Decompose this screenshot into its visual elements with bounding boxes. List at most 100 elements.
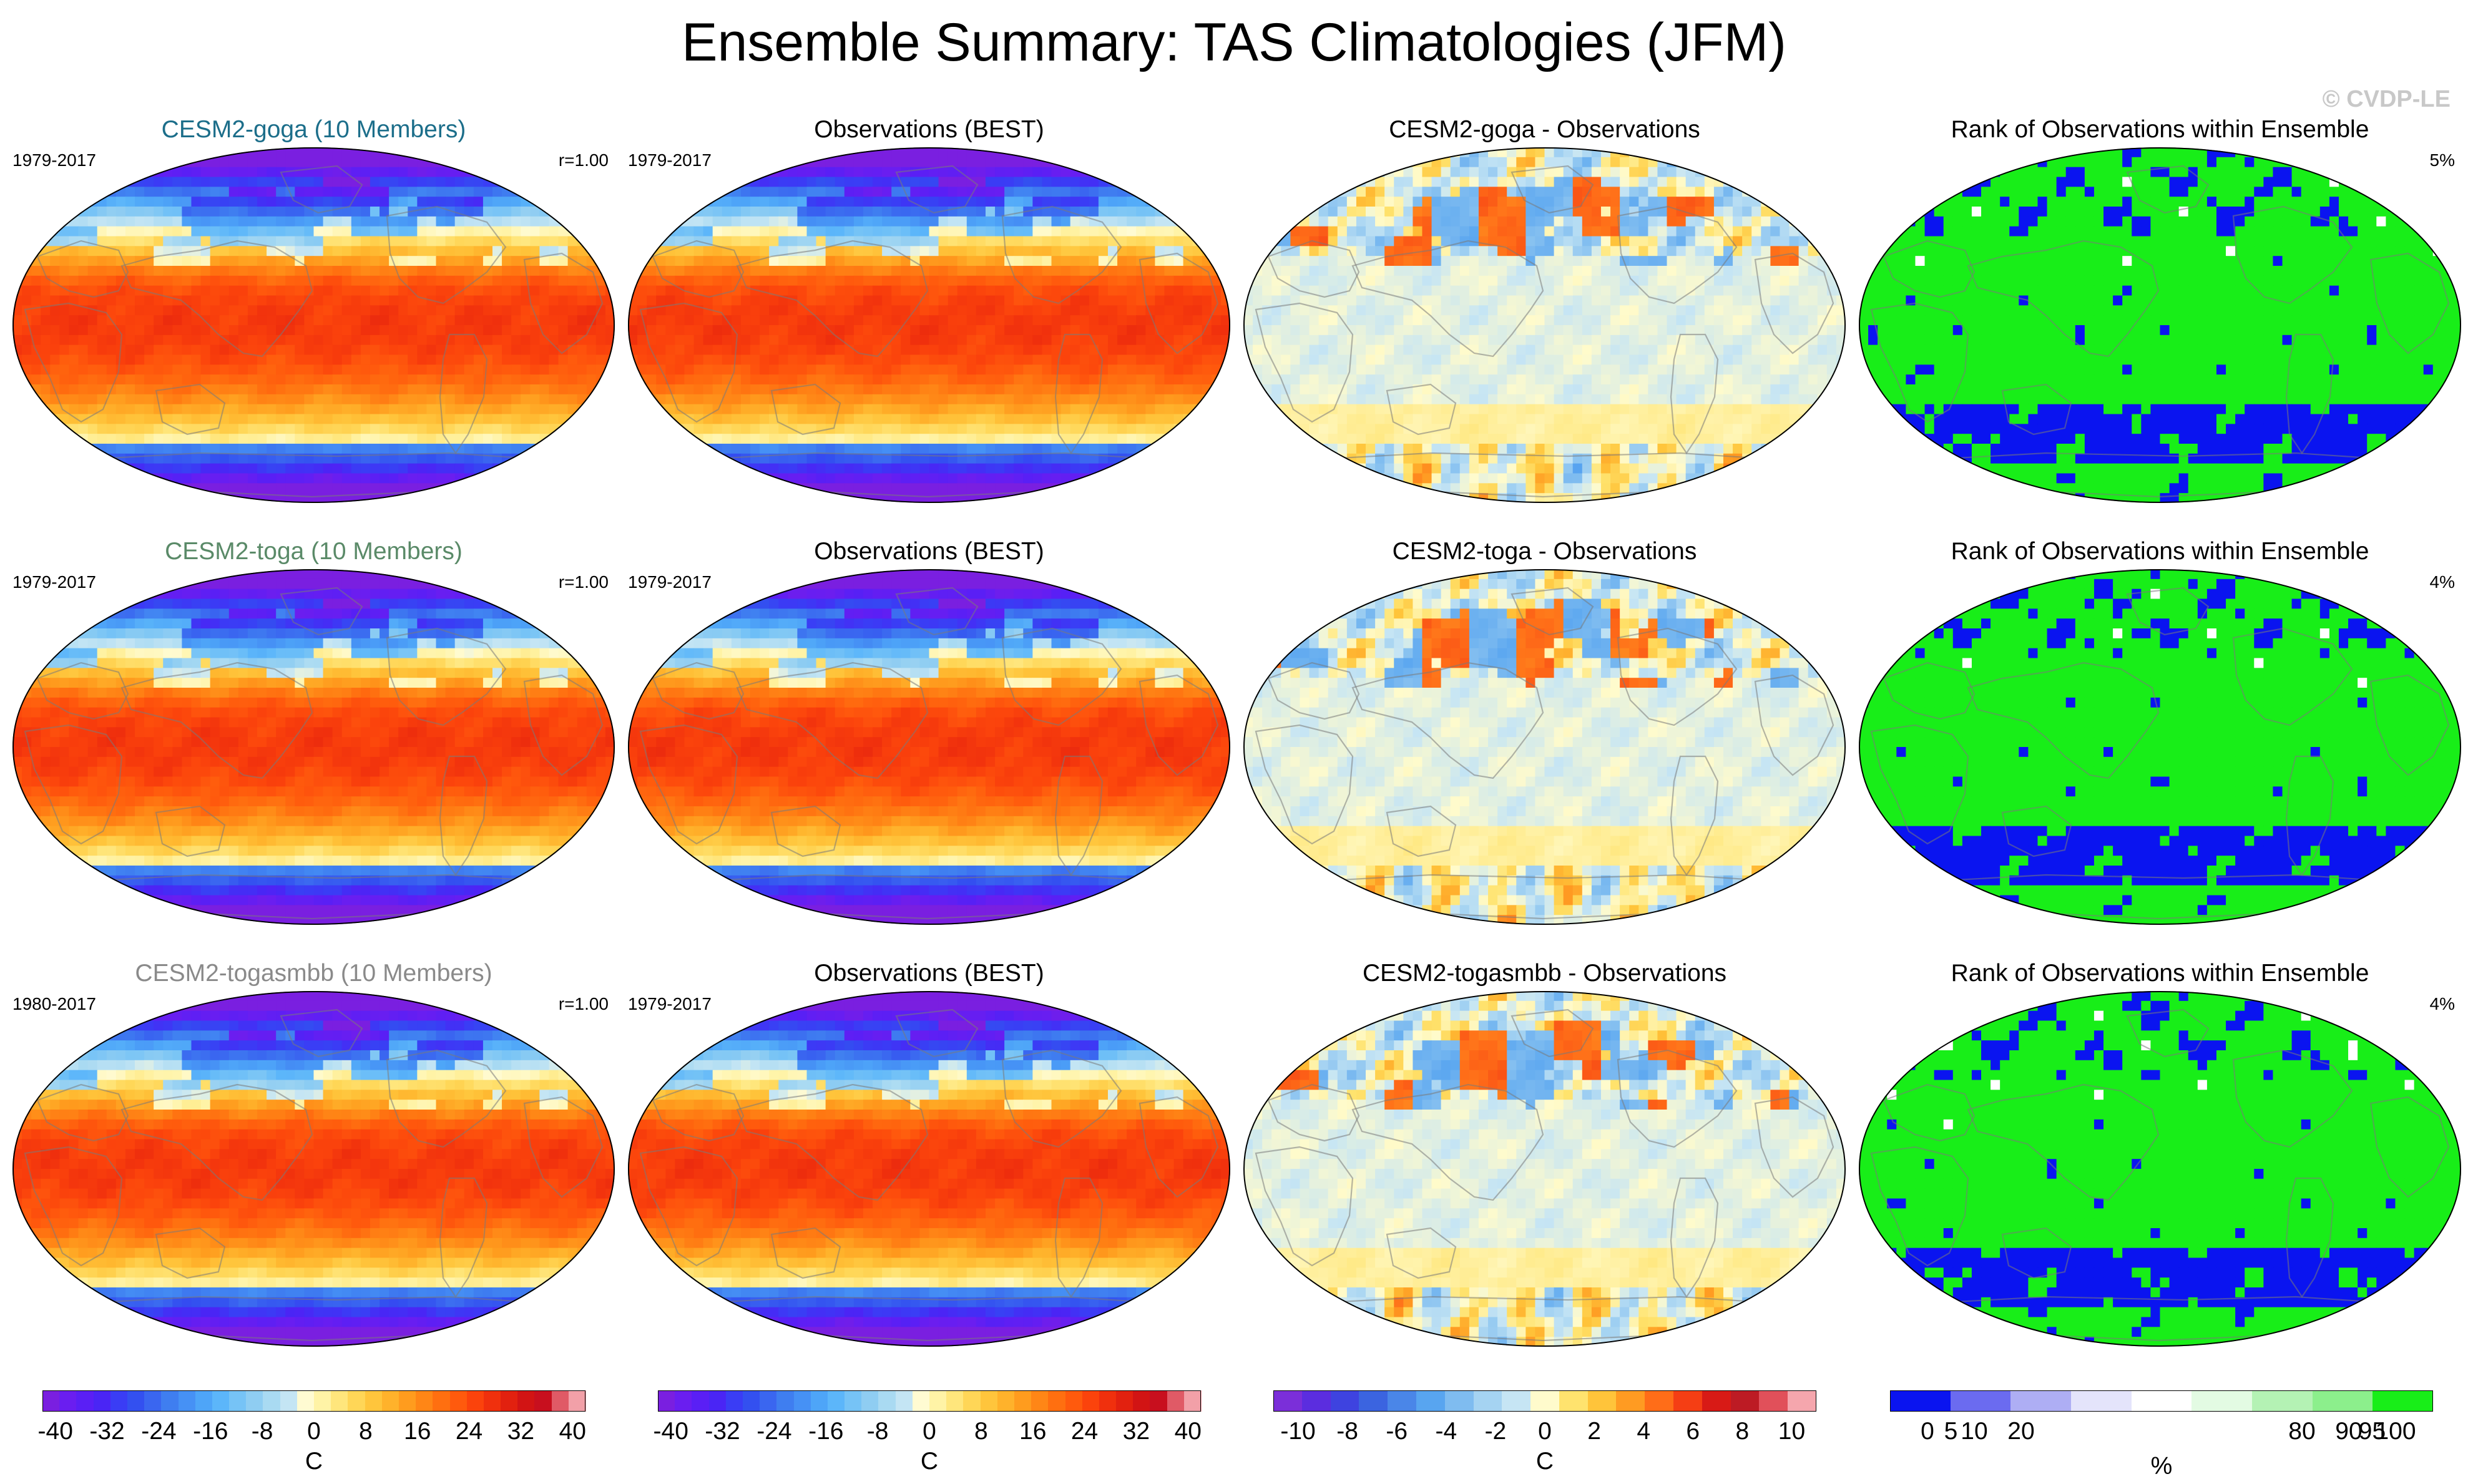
panel-title: Rank of Observations within Ensemble: [1859, 115, 2461, 144]
map-border: [628, 147, 1230, 503]
colorbar-swatch: [742, 1390, 760, 1412]
panel-years: 1979-2017: [628, 572, 712, 593]
colorbar-swatch: [1645, 1390, 1674, 1412]
colorbar-swatch: [1759, 1390, 1788, 1412]
colorbar-tick-label: -24: [757, 1418, 791, 1445]
map-panel-ensemble: [12, 147, 615, 503]
colorbar-swatch: [1150, 1390, 1168, 1412]
colorbar-tick-label: -40: [38, 1418, 73, 1445]
map-border: [628, 991, 1230, 1347]
map-panel-rank: [1859, 569, 2461, 925]
colorbar-unit: C: [305, 1448, 323, 1475]
panel-title: Rank of Observations within Ensemble: [1859, 537, 2461, 566]
colorbar-tick-label: 40: [559, 1418, 586, 1445]
colorbar-swatch: [1065, 1390, 1083, 1412]
colorbar-tick-label: 8: [359, 1418, 373, 1445]
colorbar-tick-label: -8: [867, 1418, 889, 1445]
colorbar-swatch: [178, 1390, 196, 1412]
colorbar-swatch: [2131, 1390, 2192, 1412]
colorbar-swatch: [658, 1390, 675, 1412]
colorbar-swatch: [1702, 1390, 1731, 1412]
panel-title: Observations (BEST): [628, 537, 1230, 566]
panel-years: 1980-2017: [12, 993, 96, 1015]
colorbar-swatch: [760, 1390, 777, 1412]
colorbar-swatch: [1014, 1390, 1032, 1412]
colorbar-swatch: [398, 1390, 416, 1412]
colorbar-tick-label: -4: [1435, 1418, 1457, 1445]
map-border: [12, 569, 615, 925]
map-panel-rank: [1859, 147, 2461, 503]
map-panel-diff: [1243, 569, 1846, 925]
colorbar-swatch: [2373, 1390, 2434, 1412]
colorbar-swatch: [878, 1390, 896, 1412]
colorbar-tick-label: 32: [1123, 1418, 1150, 1445]
colorbar-tick-label: -40: [654, 1418, 688, 1445]
colorbar-swatch: [1416, 1390, 1446, 1412]
colorbar-swatch: [1330, 1390, 1359, 1412]
colorbar-tick-label: 0: [1921, 1418, 1934, 1445]
map-cells: [1243, 147, 1846, 503]
map-cells: [12, 991, 615, 1347]
colorbar-swatch: [1082, 1390, 1100, 1412]
colorbar-tick-label: -8: [252, 1418, 273, 1445]
colorbar-swatch: [331, 1390, 348, 1412]
colorbar-tick-label: 80: [2288, 1418, 2315, 1445]
credit-text: © CVDP-LE: [2323, 86, 2451, 113]
colorbar-swatch: [433, 1390, 450, 1412]
colorbar-swatch: [161, 1390, 179, 1412]
map-panel-obs: [628, 147, 1230, 503]
colorbar-swatch: [263, 1390, 281, 1412]
colorbar-tick-label: 32: [507, 1418, 534, 1445]
colorbar-unit: C: [1536, 1448, 1554, 1475]
colorbar-tick-label: 6: [1686, 1418, 1700, 1445]
colorbar-tick-label: 0: [307, 1418, 321, 1445]
colorbar-tick-label: 10: [1961, 1418, 1987, 1445]
colorbar-swatch: [895, 1390, 913, 1412]
colorbar-swatch: [246, 1390, 263, 1412]
panel-corner-label: r=1.00: [453, 993, 609, 1015]
colorbar-tick-label: 0: [923, 1418, 936, 1445]
colorbar-swatch: [912, 1390, 930, 1412]
colorbar-swatch: [296, 1390, 315, 1412]
panel-years: 1979-2017: [12, 150, 96, 171]
colorbar-swatch: [534, 1390, 552, 1412]
colorbar-swatch: [725, 1390, 743, 1412]
colorbar-swatch: [416, 1390, 433, 1412]
map-cells: [1243, 991, 1846, 1347]
colorbar-swatch: [861, 1390, 879, 1412]
colorbar-swatch: [1099, 1390, 1117, 1412]
map-cells: [628, 991, 1230, 1347]
colorbar-swatch: [1116, 1390, 1134, 1412]
map-border: [1243, 991, 1846, 1347]
map-panel-ensemble: [12, 569, 615, 925]
colorbar-swatch: [59, 1390, 77, 1412]
colorbar-swatch: [1048, 1390, 1065, 1412]
colorbar-frame: [658, 1390, 1201, 1412]
map-panel-obs: [628, 569, 1230, 925]
colorbar-swatch: [1730, 1390, 1760, 1412]
map-panel-rank: [1859, 991, 2461, 1347]
map-border: [1243, 147, 1846, 503]
colorbar-swatch: [212, 1390, 230, 1412]
colorbar-rank: 0 5 10 20 80 90 95 100%: [1890, 1390, 2434, 1484]
colorbar-unit: C: [921, 1448, 938, 1475]
colorbar-tick-label: 40: [1175, 1418, 1202, 1445]
colorbar-swatch: [810, 1390, 828, 1412]
panel-title: CESM2-toga (10 Members): [12, 537, 615, 566]
colorbar-swatch: [42, 1390, 60, 1412]
colorbar-swatch: [483, 1390, 501, 1412]
panel-title: CESM2-goga - Observations: [1243, 115, 1846, 144]
map-border: [12, 991, 615, 1347]
colorbar-swatch: [793, 1390, 811, 1412]
colorbar-swatch: [2071, 1390, 2132, 1412]
panel-title: Observations (BEST): [628, 115, 1230, 144]
colorbar-swatch: [449, 1390, 468, 1412]
colorbar-swatch: [195, 1390, 213, 1412]
colorbar-swatch: [1273, 1390, 1303, 1412]
map-cells: [628, 147, 1230, 503]
panel-title: CESM2-goga (10 Members): [12, 115, 615, 144]
colorbar-swatch: [1473, 1390, 1502, 1412]
panel-years: 1979-2017: [12, 572, 96, 593]
colorbar-swatch: [466, 1390, 484, 1412]
colorbar-unit: %: [2151, 1453, 2173, 1480]
